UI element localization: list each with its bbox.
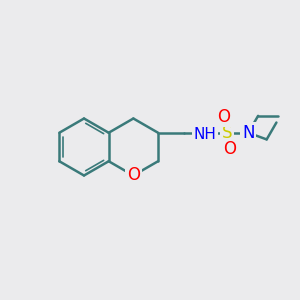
- Text: S: S: [221, 124, 232, 142]
- Text: NH: NH: [194, 127, 217, 142]
- Text: O: O: [223, 140, 236, 158]
- Text: O: O: [127, 167, 140, 184]
- Text: O: O: [218, 107, 230, 125]
- Text: N: N: [242, 124, 255, 142]
- Text: O: O: [127, 167, 140, 184]
